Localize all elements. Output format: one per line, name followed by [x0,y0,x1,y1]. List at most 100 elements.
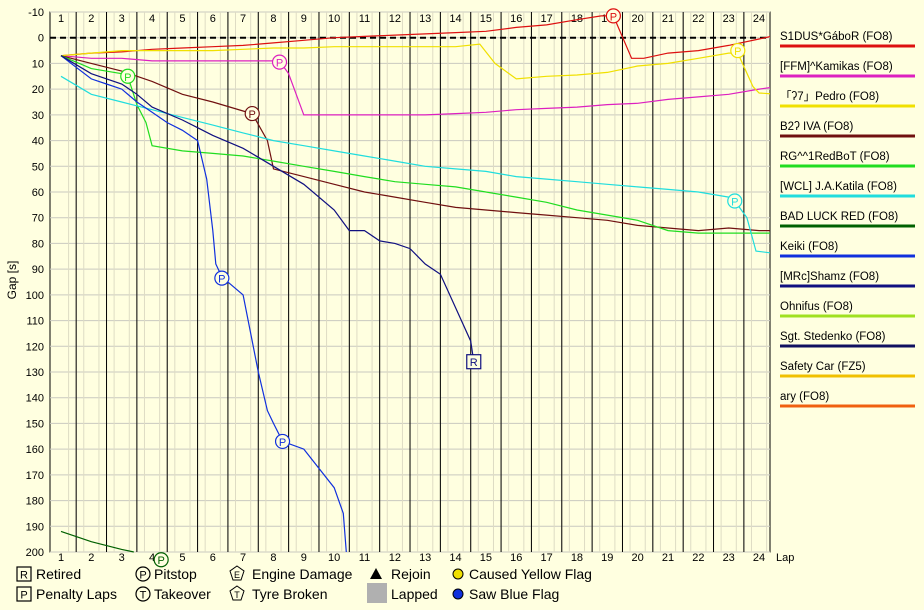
legend-item-label: Keiki (FO8) [780,241,838,253]
engine-damage-letter: E [234,570,240,580]
engine-damage-icon: E [229,565,245,581]
legend-lapped-label: Lapped [391,586,438,602]
x-tick-label-top: 20 [632,13,644,25]
series-line-2 [60,43,770,95]
rejoin-triangle-icon [370,568,382,579]
x-tick-label-top: 7 [240,13,246,25]
legend-item-label: ary (FO8) [780,391,829,403]
legend-pitstop-label: Pitstop [154,566,197,582]
pitstop-marker-ring [271,54,288,70]
x-tick-label: 14 [449,552,461,564]
legend-item-label: [WCL] J.A.Katila (FO8) [780,181,897,193]
legend-item-label: 「ʔ7」Pedro (FO8) [780,90,879,103]
legend-item-label: RG^^1RedBoT (FO8) [780,151,890,163]
pitstop-marker: P [244,105,260,122]
pitstop-marker-letter: P [276,58,283,70]
x-tick-label-top: 11 [359,13,370,25]
y-tick-label: 140 [26,393,44,405]
blue-flag-icon [452,588,464,600]
x-tick-label-top: 24 [753,13,765,25]
x-tick-label: 2 [88,552,94,564]
legend-item-label: [MRc]Shamz (FO8) [780,271,879,283]
legend-penalty-label: Penalty Laps [36,586,117,602]
y-tick-label: 110 [26,316,44,328]
y-axis-label: Gap [s] [5,261,19,300]
pitstop-marker-letter: P [279,437,286,449]
legend-item-label: BAD LUCK RED (FO8) [780,211,898,223]
pitstop-key-icon-letter: P [139,570,146,582]
y-tick-label: 120 [26,341,44,353]
x-tick-label-top: 14 [449,13,461,25]
series-line-4 [60,55,770,234]
x-tick-label-top: 16 [510,13,522,25]
legend-rejoin-label: Rejoin [391,566,431,582]
engine-damage-shape [229,565,245,581]
pitstop-marker-ring [244,105,260,122]
x-tick-label: 8 [270,552,276,564]
x-tick-label-top: 8 [270,13,276,25]
y-tick-label: 40 [32,136,44,148]
yellow-flag-icon [452,568,464,580]
pitstop-marker: P [153,552,169,568]
takeover-key-icon-ring [135,586,151,602]
retired-key-icon-box [16,566,32,582]
y-tick-label: 130 [26,367,44,379]
pitstop-marker-ring [120,68,136,84]
retired-marker: R [466,354,482,370]
retired-key-icon: R [16,566,32,582]
pitstop-marker-ring [730,42,746,59]
pitstop-marker: P [271,54,288,70]
x-tick-label-top: 6 [210,13,216,25]
x-tick-label: 6 [210,552,216,564]
pitstop-marker-ring [214,270,230,286]
x-tick-label: 4 [149,552,155,564]
y-tick-label: 190 [26,521,44,533]
series-line-8 [60,55,475,362]
x-tick-label: 11 [359,552,370,564]
x-tick-label-top: 10 [328,13,340,25]
x-tick-label: 3 [119,552,125,564]
y-tick-label: 100 [26,290,44,302]
takeover-key-icon: T [135,586,151,602]
y-tick-label: -10 [28,7,44,19]
pitstop-marker: P [274,433,291,450]
pitstop-marker-letter: P [218,274,225,286]
y-tick-label: 200 [26,547,44,559]
legend-item-label: B2ʔ IVA (FO8) [780,121,853,133]
x-tick-label-top: 23 [723,13,735,25]
y-tick-label: 50 [32,161,44,173]
pitstop-marker-letter: P [157,555,164,567]
x-tick-label-top: 9 [301,13,307,25]
legend-takeover-label: Takeover [154,586,211,602]
x-tick-label: 7 [240,552,246,564]
pitstop-marker-letter: P [249,109,256,121]
x-tick-label: 18 [571,552,583,564]
pitstop-marker-ring [274,433,291,450]
tyre-broken-icon: T [229,585,245,601]
x-tick-label-top: 13 [419,13,431,25]
tyre-broken-letter: T [234,590,240,600]
pitstop-marker: P [120,68,136,84]
legend-yellow-label: Caused Yellow Flag [469,566,592,582]
series-line-1 [60,55,770,116]
y-tick-label: 160 [26,444,44,456]
y-tick-label: 70 [32,213,44,225]
x-tick-label: 16 [510,552,522,564]
x-tick-label: 21 [662,552,674,564]
retired-marker-letter: R [470,357,478,369]
pitstop-key-icon-ring [135,566,151,582]
x-tick-label-top: 3 [119,13,125,25]
lapped-swatch-icon [367,583,387,603]
x-axis-label: Lap [776,552,794,564]
x-tick-label: 24 [753,552,765,564]
pitstop-marker: P [214,270,230,286]
y-tick-label: 90 [32,264,44,276]
series-line-7 [60,55,347,553]
pitstop-marker-letter: P [734,46,741,58]
pitstop-marker-ring [727,193,743,209]
legend-item-label: Ohnifus (FO8) [780,301,853,313]
y-tick-label: 170 [26,470,44,482]
x-tick-label: 17 [540,552,552,564]
